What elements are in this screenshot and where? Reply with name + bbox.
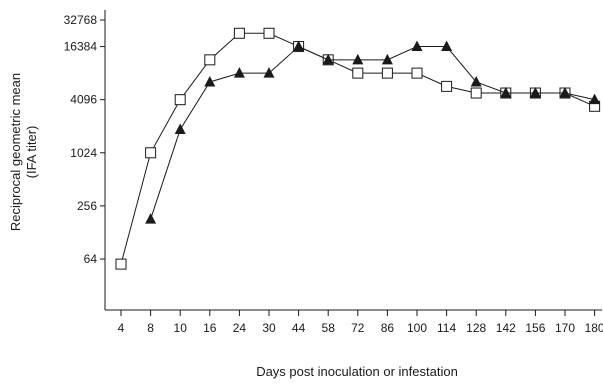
data-point-triangle — [352, 53, 364, 65]
y-tick-label: 16384 — [64, 40, 98, 54]
data-point-square — [204, 54, 216, 66]
data-point-triangle — [233, 67, 245, 78]
data-point-triangle — [293, 40, 305, 52]
x-tick-label: 180 — [585, 321, 603, 335]
data-point-triangle — [263, 67, 275, 78]
y-ticks: 64 256 1024 4096 16384 32768 — [64, 13, 105, 266]
y-tick-label: 1024 — [70, 146, 97, 160]
data-point-square — [145, 147, 157, 159]
data-point-triangle — [145, 213, 157, 224]
series-0 — [115, 27, 601, 270]
series-layer — [115, 27, 601, 270]
data-point-square — [441, 80, 453, 92]
data-point-triangle — [411, 40, 423, 52]
x-tick-label: 170 — [555, 321, 575, 335]
data-point-square — [263, 27, 275, 39]
data-point-triangle — [529, 87, 541, 98]
x-tick-label: 128 — [466, 321, 486, 335]
y-axis-title: Reciprocal geometric mean (IFA titer) — [8, 73, 39, 231]
x-tick-label: 86 — [381, 321, 395, 335]
x-axis-title: Days post inoculation or infestation — [256, 364, 458, 379]
data-point-square — [233, 27, 245, 39]
series-line — [150, 45, 595, 220]
y-axis-title-line1: Reciprocal geometric mean — [8, 73, 23, 231]
x-tick-label: 16 — [203, 321, 217, 335]
data-point-square — [352, 67, 364, 79]
data-point-square — [174, 94, 186, 106]
data-point-square — [411, 67, 423, 79]
y-tick-label: 256 — [77, 199, 97, 213]
x-tick-label: 156 — [525, 321, 545, 335]
data-point-triangle — [500, 87, 512, 98]
x-tick-label: 24 — [233, 321, 247, 335]
x-ticks: 4 8 10 16 24 30 44 58 72 86 100 114 128 142 156 170 180 — [118, 310, 603, 335]
x-tick-label: 72 — [351, 321, 365, 335]
x-tick-label: 4 — [118, 321, 125, 335]
x-tick-label: 142 — [496, 321, 516, 335]
data-point-square — [381, 67, 393, 79]
data-point-triangle — [441, 40, 453, 52]
data-point-triangle — [322, 53, 334, 65]
y-axis-title-line2: (IFA titer) — [24, 126, 39, 179]
x-tick-label: 114 — [437, 321, 456, 335]
data-point-triangle — [589, 93, 601, 105]
data-point-triangle — [174, 123, 186, 134]
y-tick-label: 4096 — [70, 93, 97, 107]
series-1 — [145, 40, 601, 224]
data-point-triangle — [470, 75, 482, 87]
x-tick-label: 10 — [174, 321, 188, 335]
x-tick-label: 58 — [322, 321, 336, 335]
x-tick-label: 30 — [262, 321, 276, 335]
data-point-square — [115, 258, 127, 270]
x-tick-label: 100 — [407, 321, 427, 335]
data-point-triangle — [204, 75, 216, 87]
data-point-triangle — [559, 87, 571, 98]
data-point-triangle — [381, 53, 393, 65]
data-point-square — [470, 87, 482, 99]
y-tick-label: 32768 — [64, 13, 98, 27]
x-tick-label: 44 — [292, 321, 306, 335]
y-tick-label: 64 — [84, 252, 98, 266]
x-tick-label: 8 — [147, 321, 154, 335]
